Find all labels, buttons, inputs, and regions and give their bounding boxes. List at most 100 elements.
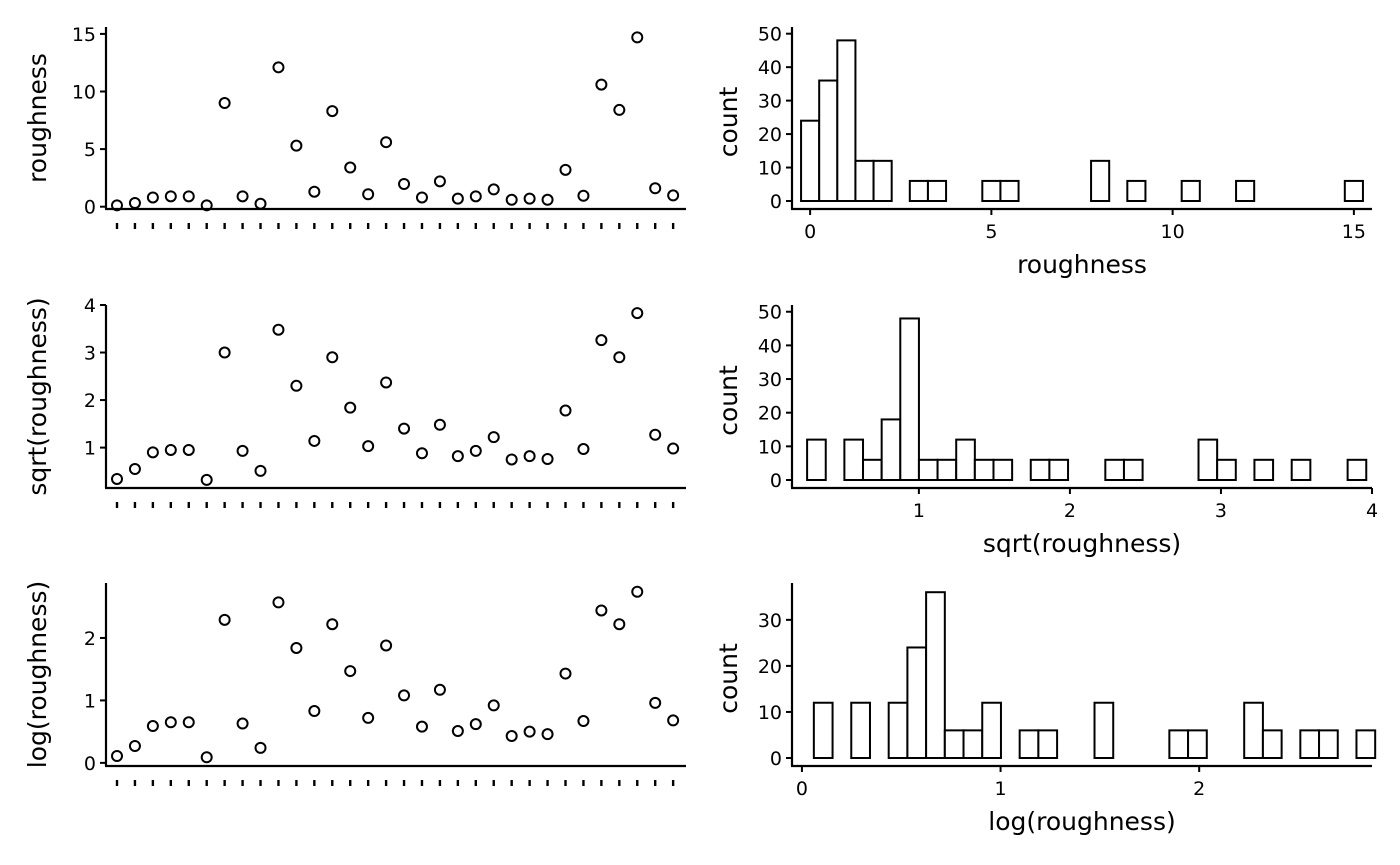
histogram-bar xyxy=(955,438,976,482)
data-point xyxy=(254,741,267,754)
x-axis-title: log(roughness) xyxy=(988,807,1175,836)
data-point xyxy=(415,720,428,733)
histogram-bar xyxy=(1029,458,1051,481)
data-point xyxy=(649,428,662,441)
x-tick-label: 1 xyxy=(913,500,925,522)
data-point xyxy=(451,192,464,205)
x-tick-label: 2 xyxy=(1193,778,1205,800)
histogram-bar xyxy=(906,646,928,760)
data-point xyxy=(128,740,141,753)
data-point xyxy=(200,751,213,764)
data-point xyxy=(649,182,662,195)
histogram-bar xyxy=(926,179,948,203)
data-point xyxy=(236,444,249,457)
histogram-bar xyxy=(992,458,1014,481)
data-point xyxy=(667,714,680,727)
data-point xyxy=(164,443,177,456)
y-tick-label: 3 xyxy=(84,343,96,365)
y-tick-label: 40 xyxy=(758,335,782,357)
y-tick-label: 0 xyxy=(84,753,96,775)
histogram-bar xyxy=(800,119,821,202)
data-point xyxy=(272,61,285,74)
data-point xyxy=(200,473,213,486)
data-point xyxy=(487,183,500,196)
data-point xyxy=(398,422,411,435)
data-point xyxy=(290,139,303,152)
histogram-bar xyxy=(1261,729,1283,759)
histogram-bar xyxy=(1168,729,1190,759)
histogram-bar xyxy=(1243,701,1264,759)
data-point xyxy=(326,351,339,364)
data-point xyxy=(469,718,482,731)
data-point xyxy=(631,307,644,320)
x-tick-label: 2 xyxy=(1064,500,1076,522)
data-point xyxy=(487,431,500,444)
data-point xyxy=(415,447,428,460)
data-point xyxy=(667,189,680,202)
histogram-roughness-panel: 0 10 20 30 40 50 0 5 10 15 roughness count xyxy=(714,24,1372,279)
histogram-bar xyxy=(908,179,929,203)
y-axis-title: count xyxy=(714,87,743,158)
histogram-bar xyxy=(973,458,995,481)
data-point xyxy=(487,699,500,712)
data-point xyxy=(362,711,375,724)
histogram-bar xyxy=(1355,729,1377,759)
histogram-bar xyxy=(1048,458,1070,481)
data-point xyxy=(613,351,626,364)
data-point xyxy=(218,346,231,359)
data-point xyxy=(398,689,411,702)
data-point xyxy=(469,190,482,203)
data-point xyxy=(451,450,464,463)
data-point xyxy=(182,716,195,729)
histogram-bar xyxy=(806,438,827,482)
y-tick-label: 2 xyxy=(84,628,96,650)
y-tick-label: 10 xyxy=(72,82,96,104)
data-point xyxy=(236,190,249,203)
histogram-bar xyxy=(836,39,857,203)
data-point xyxy=(344,401,357,414)
histogram-bar xyxy=(812,701,834,759)
scatter-roughness-panel: 0 5 10 15 roughness xyxy=(23,24,686,229)
data-point xyxy=(577,189,590,202)
data-point xyxy=(146,191,159,204)
y-tick-label: 30 xyxy=(758,610,782,632)
histogram-bar xyxy=(850,701,871,759)
data-point xyxy=(649,696,662,709)
data-point xyxy=(236,717,249,730)
data-point xyxy=(505,193,518,206)
data-point xyxy=(380,639,393,652)
y-tick-label: 30 xyxy=(758,369,782,391)
y-tick-label: 10 xyxy=(758,702,782,724)
data-point xyxy=(182,443,195,456)
y-tick-label: 5 xyxy=(84,139,96,161)
y-tick-label: 0 xyxy=(770,470,782,492)
y-axis-title: log(roughness) xyxy=(23,581,52,768)
x-tick-label: 1 xyxy=(995,778,1007,800)
histogram-bar xyxy=(943,729,965,759)
data-point xyxy=(433,175,446,188)
data-point xyxy=(254,464,267,477)
histogram-bar xyxy=(1126,179,1147,203)
data-point xyxy=(164,190,177,203)
histogram-bar xyxy=(1343,179,1364,203)
histogram-bar xyxy=(917,458,939,481)
histogram-log-roughness-panel: 0 10 20 30 0 1 2 log(roughness) count xyxy=(714,583,1377,836)
histogram-bar xyxy=(1299,729,1321,759)
data-point xyxy=(559,163,572,176)
x-tick-label: 4 xyxy=(1366,500,1378,522)
y-tick-label: 10 xyxy=(758,158,782,180)
data-point xyxy=(577,443,590,456)
data-point xyxy=(398,178,411,191)
data-point xyxy=(290,379,303,392)
data-point xyxy=(380,376,393,389)
data-point xyxy=(111,472,123,485)
data-point xyxy=(362,440,375,453)
histogram-bar xyxy=(1180,179,1201,203)
y-tick-label: 10 xyxy=(758,436,782,458)
data-point xyxy=(523,725,536,738)
histogram-bar xyxy=(962,729,984,759)
data-point xyxy=(254,197,267,210)
y-tick-label: 1 xyxy=(84,438,96,460)
data-point xyxy=(595,604,608,617)
data-point xyxy=(469,444,482,457)
